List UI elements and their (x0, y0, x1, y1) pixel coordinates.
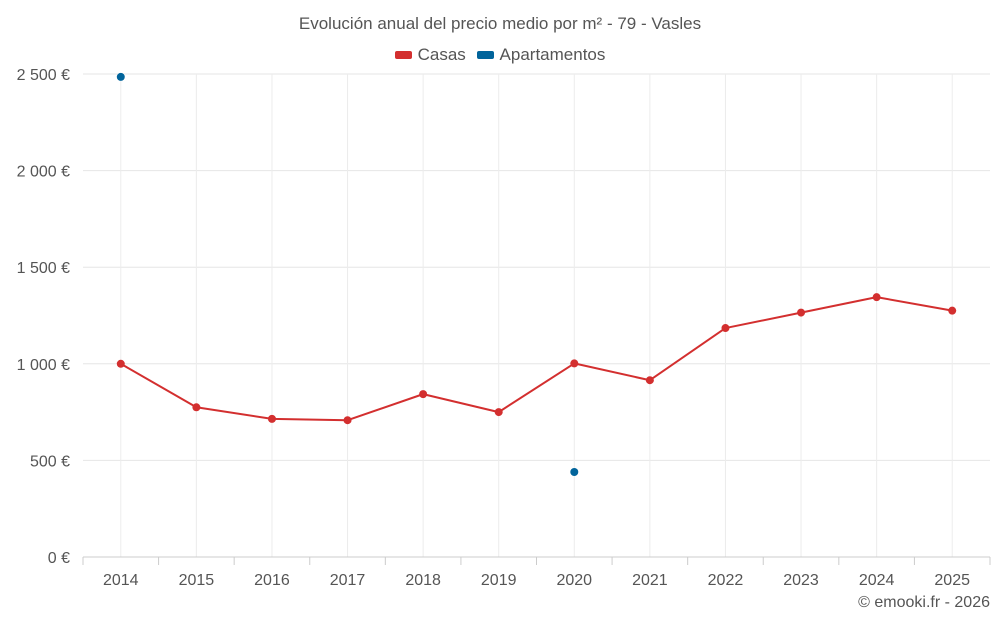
x-tick-label: 2016 (254, 572, 290, 589)
legend-item-casas[interactable]: Casas (394, 45, 466, 65)
data-point-casas[interactable] (267, 414, 276, 423)
series-layer (116, 72, 957, 476)
data-point-casas[interactable] (419, 390, 428, 399)
y-tick-label: 0 € (48, 550, 70, 567)
x-tick-label: 2015 (179, 572, 215, 589)
legend-item-apartamentos[interactable]: Apartamentos (476, 45, 606, 65)
x-tick-label: 2020 (556, 572, 592, 589)
chart-title: Evolución anual del precio medio por m² … (298, 14, 702, 33)
data-point-apartamentos[interactable] (570, 467, 579, 476)
y-tick-label: 2 000 € (17, 164, 70, 181)
x-tick-label: 2025 (934, 572, 970, 589)
data-point-apartamentos[interactable] (116, 72, 125, 81)
series-line-casas (120, 296, 953, 422)
y-tick-label: 500 € (30, 453, 70, 470)
x-tick-label: 2017 (330, 572, 366, 589)
y-tick-label: 1 000 € (17, 357, 70, 374)
legend: Casas Apartamentos (0, 45, 1000, 65)
data-point-casas[interactable] (797, 308, 806, 317)
x-tick-label: 2021 (632, 572, 668, 589)
legend-label-casas: Casas (417, 45, 466, 64)
axes: 0 € 500 € 1 000 € 1 500 € 2 000 € 2 500 € 2014… (17, 67, 991, 589)
legend-swatch-apartamentos (476, 50, 494, 59)
data-point-casas[interactable] (948, 306, 957, 315)
data-point-casas[interactable] (192, 403, 201, 412)
data-point-casas[interactable] (872, 293, 881, 302)
x-tick-label: 2024 (859, 572, 895, 589)
data-point-casas[interactable] (494, 408, 503, 417)
y-tick-label: 2 500 € (17, 67, 70, 84)
data-point-casas[interactable] (645, 376, 654, 385)
x-tick-label: 2014 (103, 572, 139, 589)
credit-text[interactable]: © emooki.fr - 2026 (858, 594, 990, 611)
x-tick-label: 2019 (481, 572, 517, 589)
legend-swatch-casas (394, 50, 412, 59)
grid (83, 73, 990, 557)
y-tick-label: 1 500 € (17, 260, 70, 277)
legend-label-apartamentos: Apartamentos (499, 45, 606, 64)
data-point-casas[interactable] (570, 359, 579, 368)
x-tick-label: 2018 (405, 572, 441, 589)
data-point-casas[interactable] (343, 416, 352, 425)
data-point-casas[interactable] (721, 324, 730, 333)
x-tick-label: 2023 (783, 572, 819, 589)
x-tick-label: 2022 (708, 572, 744, 589)
data-point-casas[interactable] (116, 359, 125, 368)
